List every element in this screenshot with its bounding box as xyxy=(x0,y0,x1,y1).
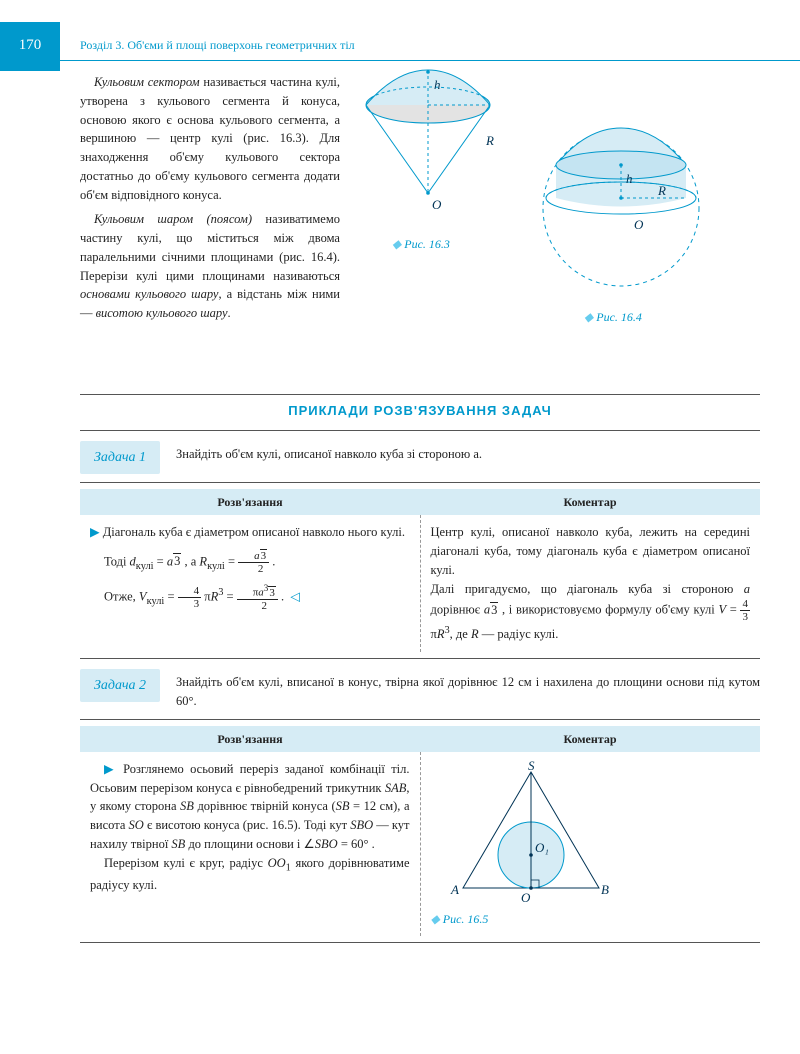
task-1-solve-header: Розв'язання xyxy=(80,489,420,515)
fig-16-5-caption: ◆ Рис. 16.5 xyxy=(431,910,751,928)
svg-text:h: h xyxy=(626,171,633,186)
figure-16-5: S A B O O₁ xyxy=(431,760,631,910)
svg-text:O: O xyxy=(432,197,442,212)
term-sector: Кульовим сектором xyxy=(94,75,200,89)
task-1-solution: ▶ Діагональ куба є діаметром описаної на… xyxy=(80,515,421,652)
svg-text:R: R xyxy=(485,133,494,148)
intro-text: Кульовим сектором називається частина ку… xyxy=(80,73,340,329)
task-2-comment-header: Коментар xyxy=(420,726,760,752)
svg-text:h: h xyxy=(434,77,441,92)
page-content: Кульовим сектором називається частина ку… xyxy=(0,73,800,969)
figure-16-3: h R O xyxy=(346,65,526,245)
figure-16-4: h R O xyxy=(526,93,716,303)
task-2-figure-col: S A B O O₁ ◆ Рис. 16.5 xyxy=(421,752,761,936)
task-2-label: Задача 2 xyxy=(80,669,160,702)
term-height: висотою кульового шару xyxy=(96,306,228,320)
term-layer: Кульовим шаром (поясом) xyxy=(94,212,252,226)
fig-16-3-caption: ◆ Рис. 16.3 xyxy=(392,235,450,253)
term-bases: основами кульового шару xyxy=(80,287,218,301)
chapter-header: Розділ 3. Об'єми й площі поверхонь геоме… xyxy=(0,0,800,61)
svg-text:O₁: O₁ xyxy=(535,840,549,855)
examples-title: ПРИКЛАДИ РОЗВ'ЯЗУВАННЯ ЗАДАЧ xyxy=(80,401,760,421)
svg-text:B: B xyxy=(601,882,609,897)
svg-text:O: O xyxy=(521,890,531,905)
task-2-prompt: Знайдіть об'єм кулі, вписаної в конус, т… xyxy=(176,669,760,711)
svg-text:R: R xyxy=(657,183,666,198)
task-2-solution: ▶ Розглянемо осьовий переріз заданої ком… xyxy=(80,752,421,936)
task-1-comment: Центр кулі, описаної навколо куба, лежит… xyxy=(421,515,761,652)
intro-p2-end: . xyxy=(228,306,231,320)
task-1-label: Задача 1 xyxy=(80,441,160,474)
page-number-tab: 170 xyxy=(0,22,60,71)
intro-p1-rest: називається частина кулі, утворена з кул… xyxy=(80,75,340,202)
task-2-solve-header: Розв'язання xyxy=(80,726,420,752)
svg-text:S: S xyxy=(528,760,535,773)
task-1-prompt: Знайдіть об'єм кулі, описаної навколо ку… xyxy=(176,441,760,464)
task-1-comment-header: Коментар xyxy=(420,489,760,515)
svg-text:O: O xyxy=(634,217,644,232)
fig-16-4-caption: ◆ Рис. 16.4 xyxy=(584,308,642,326)
svg-text:A: A xyxy=(450,882,459,897)
